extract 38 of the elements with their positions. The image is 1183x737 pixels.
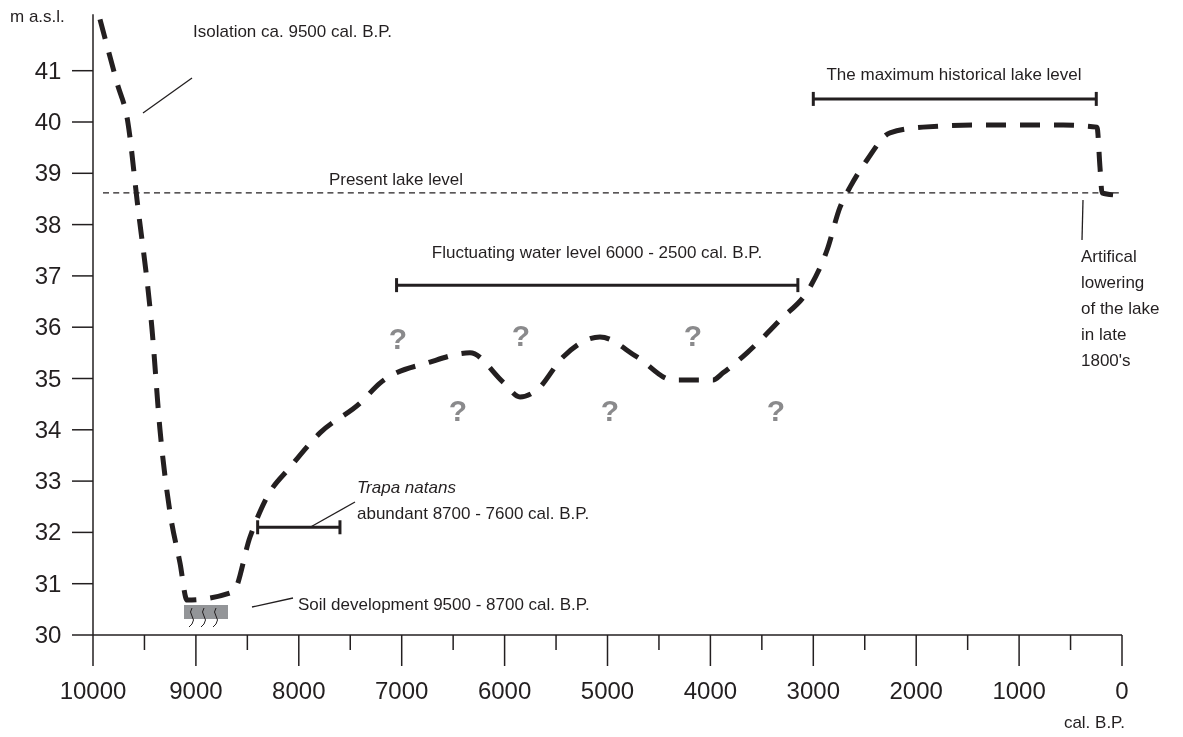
annotation: The maximum historical lake level	[826, 65, 1082, 84]
x-axis-title: cal. B.P.	[1063, 713, 1125, 732]
annotation: Fluctuating water level 6000 - 2500 cal. B.P.	[431, 243, 763, 262]
annotation: ?	[683, 319, 703, 352]
x-tick-label: 6000	[477, 677, 532, 704]
y-tick-label: 35	[34, 364, 62, 392]
annotation: Artifical lowering of the lake in late 1800's	[1081, 247, 1160, 370]
y-tick-label: 36	[34, 313, 62, 341]
annotation: ?	[388, 322, 408, 355]
x-tick-label: 3000	[786, 677, 840, 704]
annotation: ?	[600, 394, 620, 427]
y-tick-label: 40	[34, 108, 62, 135]
y-tick-label: 34	[34, 415, 62, 443]
y-tick-label: 33	[34, 467, 62, 495]
y-tick-label: 38	[34, 210, 62, 238]
ref-line-label: Present lake level	[328, 169, 464, 189]
x-tick-label: 9000	[169, 677, 223, 704]
y-tick-label: 37	[34, 261, 62, 289]
x-tick-label: 0	[1115, 677, 1129, 704]
x-tick-label: 2000	[889, 677, 943, 704]
x-tick-label: 1000	[992, 677, 1046, 704]
y-tick-label: 30	[34, 621, 62, 648]
annotation: ?	[511, 319, 531, 352]
x-tick-label: 10000	[59, 677, 127, 704]
x-tick-label: 7000	[375, 677, 429, 704]
annotation: ?	[766, 394, 786, 427]
x-tick-label: 5000	[580, 677, 635, 704]
y-tick-label: 32	[34, 518, 62, 546]
annotation: Isolation ca. 9500 cal. B.P.	[193, 22, 393, 41]
y-tick-label: 39	[34, 159, 62, 187]
annotation: Soil development 9500 - 8700 cal. B.P.	[298, 595, 590, 614]
annotation: Trapa natans abundant 8700 - 7600 cal. B.P.	[357, 478, 590, 523]
annotation: ?	[448, 394, 468, 427]
x-tick-label: 4000	[683, 677, 738, 704]
y-tick-label: 31	[34, 569, 62, 597]
y-axis-title: m a.s.l.	[10, 7, 65, 26]
x-tick-label: 8000	[272, 677, 326, 704]
y-tick-label: 41	[34, 56, 62, 84]
